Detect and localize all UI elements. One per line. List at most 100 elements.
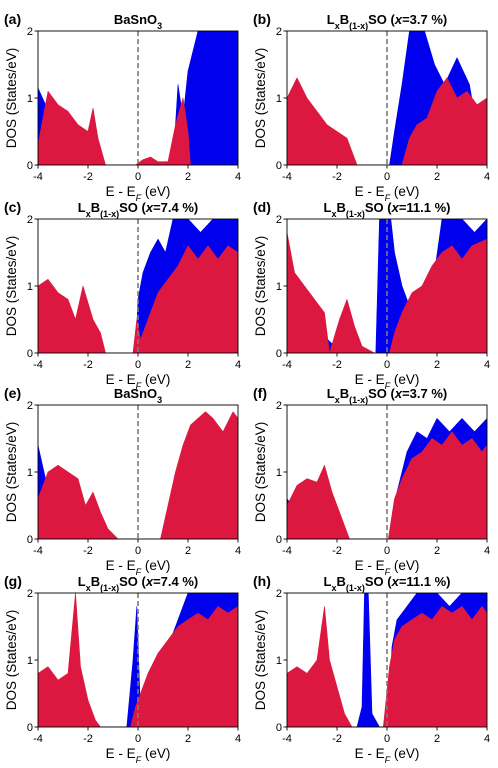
dos-area-red — [287, 77, 487, 165]
panel-c: -4 -2 0 2 4 0 1 2 E - EF (eV) DOS (States/eV) (c) L… — [4, 199, 241, 391]
series-group — [287, 31, 487, 165]
panel-g: -4 -2 0 2 4 0 1 2 E - EF (eV) DOS (States/eV) (g) L… — [4, 573, 241, 765]
x-tick-label: 0 — [384, 545, 390, 557]
x-tick-label: 4 — [484, 171, 490, 183]
panel-letter: (e) — [4, 385, 21, 401]
y-tick-label: 1 — [276, 281, 282, 293]
y-tick-label: 1 — [276, 467, 282, 479]
x-tick-label: 4 — [484, 545, 490, 557]
panel-letter: (h) — [253, 573, 271, 589]
panel-title: LxB(1-x)SO (x=11.1 %) — [323, 200, 450, 219]
x-axis-label: E - EF (eV) — [355, 746, 420, 765]
x-tick-label: -2 — [332, 733, 342, 745]
panel-e: -4 -2 0 2 4 0 1 2 E - EF (eV) DOS (States/eV) (e) B… — [4, 385, 241, 577]
y-tick-label: 2 — [27, 26, 33, 38]
x-tick-label: -2 — [83, 359, 93, 371]
y-tick-label: 2 — [276, 400, 282, 412]
panel-title: LxB(1-x)SO (x=7.4 %) — [78, 574, 199, 593]
x-tick-label: 2 — [434, 733, 440, 745]
x-tick-label: 4 — [484, 733, 490, 745]
y-tick-label: 0 — [27, 348, 33, 360]
y-axis-label: DOS (States/eV) — [253, 48, 268, 149]
y-axis-label: DOS (States/eV) — [253, 610, 268, 711]
panel-title: BaSnO3 — [114, 12, 162, 31]
series-group — [287, 593, 487, 727]
series-group — [38, 219, 238, 353]
dos-area-red — [287, 232, 487, 353]
x-tick-label: 0 — [135, 733, 141, 745]
x-tick-label: 2 — [434, 171, 440, 183]
x-axis-label: E - EF (eV) — [106, 558, 171, 577]
y-tick-label: 1 — [27, 655, 33, 667]
panel-title: LxB(1-x)SO (x=11.1 %) — [323, 574, 450, 593]
panel-letter: (a) — [4, 11, 21, 27]
x-tick-label: 2 — [185, 545, 191, 557]
y-tick-label: 0 — [27, 722, 33, 734]
x-tick-label: -4 — [33, 545, 43, 557]
panel-letter: (g) — [4, 573, 22, 589]
dos-area-red — [38, 245, 238, 353]
panel-f: -4 -2 0 2 4 0 1 2 E - EF (eV) DOS (States/eV) (f) L… — [253, 385, 490, 577]
y-tick-label: 0 — [276, 534, 282, 546]
x-tick-label: 0 — [135, 359, 141, 371]
x-tick-label: 0 — [384, 733, 390, 745]
series-group — [38, 411, 238, 539]
y-tick-label: 0 — [27, 160, 33, 172]
x-tick-label: 2 — [434, 359, 440, 371]
series-group — [287, 418, 487, 539]
y-tick-label: 2 — [27, 214, 33, 226]
x-tick-label: 0 — [135, 171, 141, 183]
y-tick-label: 2 — [276, 214, 282, 226]
x-tick-label: -4 — [282, 359, 292, 371]
x-tick-label: -4 — [33, 359, 43, 371]
x-tick-label: -2 — [332, 359, 342, 371]
x-tick-label: -2 — [332, 545, 342, 557]
panel-b: -4 -2 0 2 4 0 1 2 E - EF (eV) DOS (States/eV) (b) L… — [253, 11, 490, 203]
x-tick-label: -4 — [282, 171, 292, 183]
y-tick-label: 2 — [27, 400, 33, 412]
x-tick-label: -4 — [282, 733, 292, 745]
x-tick-label: 4 — [235, 359, 241, 371]
y-axis-label: DOS (States/eV) — [4, 610, 19, 711]
y-axis-label: DOS (States/eV) — [253, 422, 268, 523]
x-tick-label: 4 — [484, 359, 490, 371]
x-tick-label: 0 — [384, 359, 390, 371]
x-tick-label: 2 — [434, 545, 440, 557]
dos-area-red — [38, 411, 238, 539]
x-axis-label: E - EF (eV) — [355, 184, 420, 203]
y-axis-label: DOS (States/eV) — [4, 236, 19, 337]
y-tick-label: 2 — [276, 588, 282, 600]
panel-h: -4 -2 0 2 4 0 1 2 E - EF (eV) DOS (States/eV) (h) L… — [253, 573, 490, 765]
x-tick-label: -4 — [33, 733, 43, 745]
dos-area-red — [38, 593, 238, 727]
panel-letter: (b) — [253, 11, 271, 27]
y-tick-label: 0 — [27, 534, 33, 546]
y-tick-label: 1 — [276, 93, 282, 105]
x-tick-label: 4 — [235, 545, 241, 557]
dos-area-red — [38, 91, 191, 165]
x-axis-label: E - EF (eV) — [106, 372, 171, 391]
panel-title: BaSnO3 — [114, 386, 162, 405]
panel-letter: (f) — [253, 385, 267, 401]
y-tick-label: 1 — [276, 655, 282, 667]
y-tick-label: 0 — [276, 160, 282, 172]
panel-d: -4 -2 0 2 4 0 1 2 E - EF (eV) DOS (States/eV) (d) L… — [253, 199, 490, 391]
panel-letter: (d) — [253, 199, 271, 215]
y-tick-label: 0 — [276, 722, 282, 734]
y-tick-label: 2 — [27, 588, 33, 600]
panel-title: LxB(1-x)SO (x=3.7 %) — [327, 386, 448, 405]
y-axis-label: DOS (States/eV) — [253, 236, 268, 337]
x-tick-label: -2 — [83, 171, 93, 183]
x-axis-label: E - EF (eV) — [106, 746, 171, 765]
panel-a: -4 -2 0 2 4 0 1 2 E - EF (eV) DOS (States/eV) (a) B… — [4, 11, 241, 203]
series-group — [38, 31, 238, 165]
x-tick-label: 2 — [185, 733, 191, 745]
x-tick-label: 2 — [185, 171, 191, 183]
y-tick-label: 2 — [276, 26, 282, 38]
x-tick-label: -4 — [33, 171, 43, 183]
x-tick-label: 2 — [185, 359, 191, 371]
y-tick-label: 1 — [27, 467, 33, 479]
y-tick-label: 1 — [27, 281, 33, 293]
panel-letter: (c) — [4, 199, 21, 215]
